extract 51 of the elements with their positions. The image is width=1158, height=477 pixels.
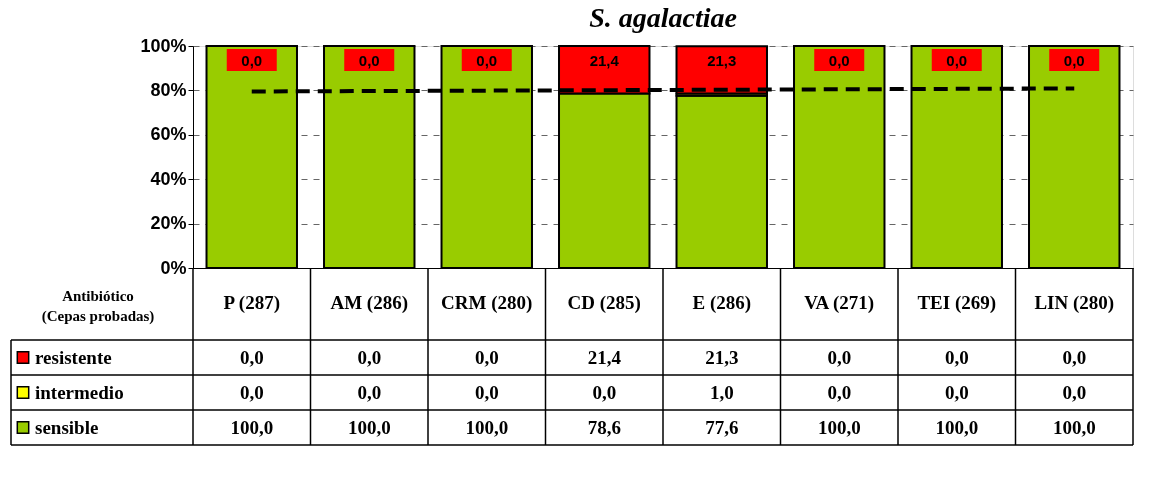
y-tick-label: 60% [150, 124, 187, 145]
x-tick-label: CRM (280) [441, 291, 533, 314]
data-label: 100,0 [817, 416, 861, 438]
data-label: 0,0 [592, 381, 617, 403]
data-label: 0,0 [1062, 346, 1087, 368]
data-label: 100,0 [465, 416, 509, 438]
data-label: 0,0 [1062, 381, 1087, 403]
y-tick-label: 20% [150, 213, 187, 234]
data-label: 0,0 [357, 346, 382, 368]
data-label: 0,0 [944, 381, 969, 403]
y-tick-label: 0% [160, 257, 187, 278]
data-label: 21,4 [587, 346, 622, 368]
data-label: 0,0 [357, 381, 382, 403]
text: 21,3 [707, 52, 737, 69]
text: 0,0 [476, 52, 498, 69]
data-label: 78,6 [587, 416, 621, 438]
data-label: 100,0 [935, 416, 979, 438]
x-axis-title: Antibiótico (Cepas probadas) [41, 288, 155, 325]
legend-label: intermedio [35, 381, 124, 403]
data-label: 1,0 [709, 381, 734, 403]
x-tick-label: VA (271) [804, 291, 875, 314]
text: 0,0 [946, 52, 968, 69]
legend-label: sensible [35, 416, 99, 438]
text: 0,0 [358, 52, 380, 69]
data-label: 0,0 [827, 381, 852, 403]
data-label: 0,0 [944, 346, 969, 368]
y-tick-label: 80% [150, 79, 187, 100]
y-tick-label: 40% [150, 168, 187, 189]
x-tick-label: TEI (269) [917, 291, 997, 314]
data-label: 0,0 [239, 346, 264, 368]
x-tick-label: LIN (280) [1034, 291, 1115, 314]
data-label: 0,0 [474, 346, 499, 368]
data-label: 0,0 [827, 346, 852, 368]
data-label: 100,0 [230, 416, 274, 438]
data-label: 100,0 [347, 416, 391, 438]
text: 0,0 [1063, 52, 1085, 69]
data-label: 77,6 [705, 416, 739, 438]
chart-title: S. agalactiae [589, 2, 737, 33]
legend-label: resistente [35, 346, 112, 368]
text: 0,0 [241, 52, 263, 69]
x-tick-label: CD (285) [567, 291, 641, 314]
data-label: 0,0 [474, 381, 499, 403]
data-label: 100,0 [1052, 416, 1096, 438]
x-tick-label: P (287) [223, 291, 280, 314]
y-tick-label: 100% [140, 35, 187, 56]
x-tick-label: AM (286) [330, 291, 409, 314]
data-label: 21,3 [705, 346, 739, 368]
text: 21,4 [589, 52, 619, 69]
data-label: 0,0 [239, 381, 264, 403]
x-tick-label: E (286) [692, 291, 752, 314]
text: 0,0 [828, 52, 850, 69]
